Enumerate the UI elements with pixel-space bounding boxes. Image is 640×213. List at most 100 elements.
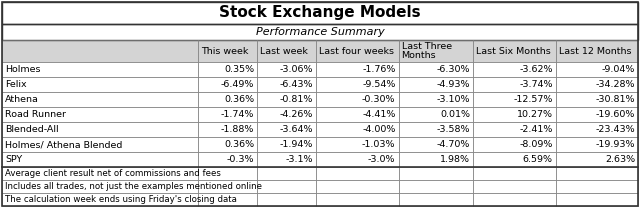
Bar [198, 77, 257, 92]
Bar [399, 122, 473, 137]
Bar [473, 167, 556, 180]
Bar [316, 40, 399, 62]
Bar [198, 107, 257, 122]
Bar [198, 137, 257, 152]
Bar [2, 122, 198, 137]
Bar [2, 152, 198, 167]
Bar [2, 40, 198, 62]
Bar [2, 180, 198, 193]
Bar [257, 107, 316, 122]
Text: 0.36%: 0.36% [224, 140, 254, 149]
Bar [2, 107, 198, 122]
Bar [2, 137, 638, 152]
Bar [399, 77, 473, 92]
Text: Last Six Months: Last Six Months [476, 46, 551, 56]
Text: -23.43%: -23.43% [595, 125, 635, 134]
Bar [473, 62, 556, 77]
Text: Last week: Last week [260, 46, 308, 56]
Bar [473, 122, 556, 137]
Bar [399, 193, 473, 206]
Text: -6.49%: -6.49% [221, 80, 254, 89]
Bar [399, 62, 473, 77]
Text: Average client result net of commissions and fees: Average client result net of commissions… [5, 169, 221, 178]
Text: 6.59%: 6.59% [522, 155, 552, 164]
Bar [316, 167, 399, 180]
Text: Last Three
Months: Last Three Months [401, 42, 452, 60]
Bar [2, 40, 638, 62]
Text: -4.93%: -4.93% [436, 80, 470, 89]
Text: Athena: Athena [5, 95, 39, 104]
Bar [257, 62, 316, 77]
Bar [399, 152, 473, 167]
Bar [198, 180, 257, 193]
Bar [556, 77, 638, 92]
Text: -3.06%: -3.06% [280, 65, 313, 74]
Text: -3.10%: -3.10% [436, 95, 470, 104]
Bar [316, 107, 399, 122]
Bar [257, 77, 316, 92]
Bar [198, 40, 257, 62]
Bar [556, 62, 638, 77]
Text: -1.74%: -1.74% [221, 110, 254, 119]
Bar [257, 193, 316, 206]
Bar [2, 167, 638, 180]
Bar [473, 77, 556, 92]
Bar [198, 167, 257, 180]
Bar [316, 137, 399, 152]
Bar [473, 40, 556, 62]
Bar [2, 193, 638, 206]
Bar [473, 193, 556, 206]
Text: 0.35%: 0.35% [224, 65, 254, 74]
Bar [399, 167, 473, 180]
Text: -3.62%: -3.62% [519, 65, 552, 74]
Bar [556, 167, 638, 180]
Bar [556, 122, 638, 137]
Bar [556, 193, 638, 206]
Bar [2, 180, 638, 193]
Bar [556, 180, 638, 193]
Bar [316, 122, 399, 137]
Bar [2, 92, 638, 107]
Bar [2, 62, 638, 77]
Text: -9.04%: -9.04% [602, 65, 635, 74]
Text: -0.3%: -0.3% [227, 155, 254, 164]
Bar [473, 137, 556, 152]
Text: 10.27%: 10.27% [516, 110, 552, 119]
Text: Performance Summary: Performance Summary [255, 27, 385, 37]
Text: Last four weeks: Last four weeks [319, 46, 394, 56]
Bar [473, 152, 556, 167]
Text: -19.93%: -19.93% [595, 140, 635, 149]
Bar [2, 2, 638, 24]
Bar [399, 107, 473, 122]
Text: -0.30%: -0.30% [362, 95, 396, 104]
Text: 2.63%: 2.63% [605, 155, 635, 164]
Text: -12.57%: -12.57% [513, 95, 552, 104]
Text: -1.94%: -1.94% [280, 140, 313, 149]
Bar [257, 167, 316, 180]
Text: Last 12 Months: Last 12 Months [559, 46, 631, 56]
Bar [257, 92, 316, 107]
Text: Stock Exchange Models: Stock Exchange Models [219, 6, 421, 20]
Text: -2.41%: -2.41% [519, 125, 552, 134]
Bar [556, 92, 638, 107]
Bar [2, 24, 638, 40]
Bar [257, 180, 316, 193]
Text: Includes all trades, not just the examples mentioned online: Includes all trades, not just the exampl… [5, 182, 262, 191]
Text: SPY: SPY [5, 155, 22, 164]
Text: -34.28%: -34.28% [595, 80, 635, 89]
Text: -6.30%: -6.30% [436, 65, 470, 74]
Text: The calculation week ends using Friday's closing data: The calculation week ends using Friday's… [5, 195, 237, 204]
Bar [556, 40, 638, 62]
Text: -3.74%: -3.74% [519, 80, 552, 89]
Bar [316, 193, 399, 206]
Text: 0.01%: 0.01% [440, 110, 470, 119]
Text: -3.1%: -3.1% [285, 155, 313, 164]
Text: This week: This week [202, 46, 249, 56]
Bar [257, 40, 316, 62]
Text: Road Runner: Road Runner [5, 110, 66, 119]
Text: -1.76%: -1.76% [362, 65, 396, 74]
Text: -3.58%: -3.58% [436, 125, 470, 134]
Bar [257, 152, 316, 167]
Bar [316, 62, 399, 77]
Bar [2, 167, 198, 180]
